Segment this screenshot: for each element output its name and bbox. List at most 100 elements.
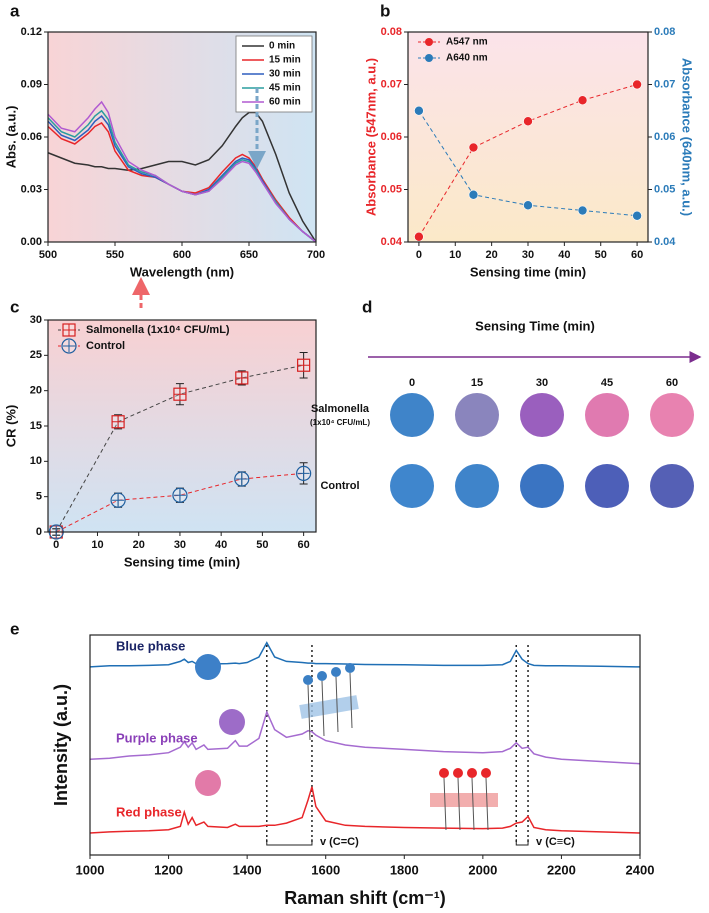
color-swatch [390, 464, 434, 508]
color-swatch [585, 393, 629, 437]
y-axis-title: Absorbance (547nm, a.u.) [363, 58, 378, 216]
color-swatch [455, 393, 499, 437]
series-label: Red phase [116, 804, 182, 819]
marker [468, 142, 479, 153]
y2-axis-title: Absorbance (640nm, a.u.) [680, 58, 695, 216]
x-axis-title: Sensing time (min) [470, 264, 586, 279]
marker-cross [297, 359, 310, 372]
y-axis-title: Abs. (a.u.) [3, 106, 18, 169]
y-tick-label: 0.03 [21, 183, 42, 195]
blue-molecule-icon [299, 663, 359, 741]
column-label: 0 [409, 377, 415, 389]
y-tick-label: 0 [36, 526, 42, 538]
purple-phase-icon [219, 709, 245, 735]
column-label: 15 [471, 377, 483, 389]
column-label: 45 [601, 377, 613, 389]
legend-label: 60 min [269, 97, 301, 108]
marker [632, 79, 642, 90]
marker-cross [63, 340, 75, 352]
x-tick-label: 40 [215, 539, 227, 551]
x-tick-label: 550 [106, 249, 124, 261]
x-tick-label: 0 [416, 249, 422, 261]
x-tick-label: 10 [91, 539, 103, 551]
x-tick-label: 1200 [154, 862, 183, 877]
x-tick-label: 700 [307, 249, 325, 261]
x-tick-label: 0 [53, 539, 59, 551]
x-tick-label: 50 [595, 249, 607, 261]
marker [577, 95, 588, 106]
x-tick-label: 20 [133, 539, 145, 551]
y2-tick-label: 0.08 [654, 26, 675, 38]
legend-label: 15 min [269, 55, 301, 66]
marker [468, 189, 479, 200]
legend-label: 30 min [269, 69, 301, 80]
legend-marker [425, 54, 433, 62]
y-tick-label: 0.09 [21, 78, 42, 90]
x-tick-label: 60 [631, 249, 643, 261]
y-tick-label: 0.05 [381, 183, 402, 195]
swatch-title: Sensing Time (min) [475, 318, 595, 333]
y2-tick-label: 0.07 [654, 78, 675, 90]
series-line [89, 641, 641, 668]
x-axis-title: Wavelength (nm) [130, 264, 234, 279]
plot-background [48, 320, 316, 532]
x-tick-label: 1400 [233, 862, 262, 877]
y-tick-label: 10 [30, 455, 42, 467]
y-axis-title: Intensity (a.u.) [51, 684, 71, 806]
row-note: (1x10⁴ CFU/mL) [310, 418, 370, 427]
plot-frame [47, 31, 317, 243]
red-molecule-icon [430, 768, 498, 831]
x-tick-label: 1800 [390, 862, 419, 877]
row-label: Control [320, 480, 359, 492]
plot-frame [47, 319, 317, 533]
x-tick-label: 50 [256, 539, 268, 551]
color-swatch [585, 464, 629, 508]
color-swatch [455, 464, 499, 508]
legend-label: 0 min [269, 41, 295, 52]
plot-frame [407, 31, 649, 243]
marker [523, 200, 533, 211]
column-label: 60 [666, 377, 678, 389]
color-swatch [390, 393, 434, 437]
panel-label: e [10, 619, 19, 638]
y-tick-label: 0.12 [21, 26, 42, 38]
marker-cross [173, 388, 186, 401]
x-tick-label: 1600 [311, 862, 340, 877]
x-tick-label: 30 [522, 249, 534, 261]
x-tick-label: 60 [298, 539, 310, 551]
marker-cross [235, 473, 248, 485]
x-tick-label: 650 [240, 249, 258, 261]
x-tick-label: 20 [486, 249, 498, 261]
plot-background [408, 32, 648, 242]
annotation: v (C≡C) [536, 836, 575, 848]
legend-label: 45 min [269, 83, 301, 94]
annotation: v (C=C) [320, 836, 359, 848]
marker-cross [297, 467, 310, 480]
marker [523, 116, 533, 127]
x-tick-label: 500 [39, 249, 57, 261]
y2-tick-label: 0.04 [654, 236, 676, 248]
y-tick-label: 30 [30, 314, 42, 326]
bracket [515, 839, 529, 846]
panel-label: d [362, 297, 372, 316]
marker-cross [112, 494, 125, 507]
y-tick-label: 0.06 [381, 131, 402, 143]
x-tick-label: 1000 [76, 862, 105, 877]
y-tick-label: 0.07 [381, 78, 402, 90]
marker [414, 105, 424, 116]
y-tick-label: 0.00 [21, 236, 42, 248]
x-tick-label: 600 [173, 249, 191, 261]
color-swatch [650, 393, 694, 437]
marker [577, 205, 588, 216]
legend-label: A640 nm [446, 53, 488, 64]
color-swatch [520, 393, 564, 437]
series-label: Blue phase [116, 638, 185, 653]
marker-cross [112, 415, 125, 428]
marker [632, 210, 642, 221]
legend-marker [425, 38, 433, 46]
y-tick-label: 0.08 [381, 26, 402, 38]
row-label: Salmonella [311, 403, 370, 415]
y-tick-label: 25 [30, 349, 42, 361]
y-tick-label: 0.04 [381, 236, 403, 248]
